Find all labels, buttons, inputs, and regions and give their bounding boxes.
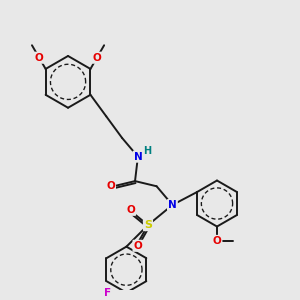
Text: O: O [126, 205, 135, 215]
Text: O: O [92, 53, 101, 63]
Text: O: O [134, 241, 142, 251]
Text: N: N [134, 152, 142, 162]
Text: O: O [213, 236, 221, 246]
Text: F: F [104, 288, 111, 298]
Text: N: N [168, 200, 177, 210]
Text: O: O [35, 53, 44, 63]
Text: H: H [143, 146, 151, 157]
Text: S: S [144, 220, 152, 230]
Text: O: O [106, 181, 115, 191]
